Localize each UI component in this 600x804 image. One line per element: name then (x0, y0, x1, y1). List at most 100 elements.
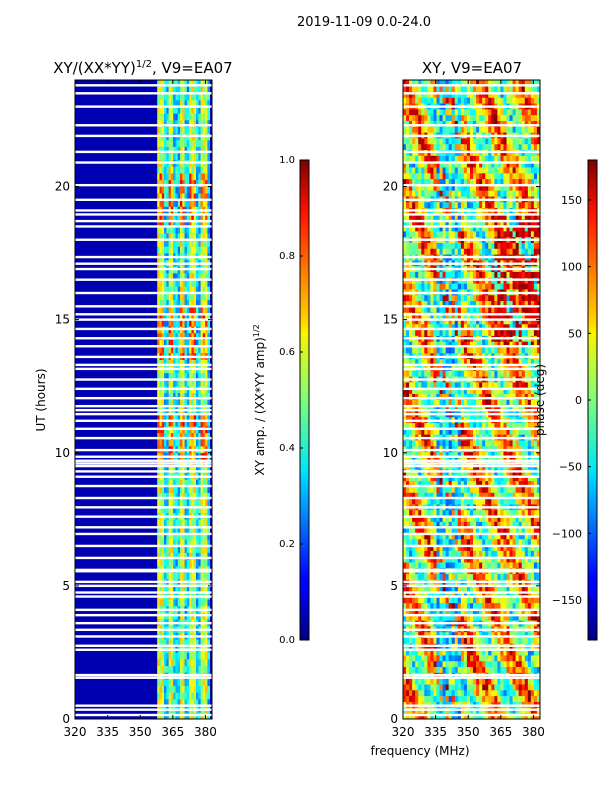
phase-cell (507, 574, 510, 580)
phase-cell (525, 678, 528, 684)
phase-cell (479, 603, 482, 609)
phase-cell (406, 400, 409, 406)
phase-cell (473, 510, 476, 516)
phase-cell (503, 562, 506, 568)
phase-cell (500, 510, 503, 516)
phase-cell (424, 696, 427, 702)
phase-cell (534, 661, 537, 667)
amplitude-cell (205, 167, 208, 174)
amplitude-cell (171, 599, 174, 606)
phase-cell (440, 655, 443, 661)
phase-cell (534, 597, 537, 603)
amplitude-cell (182, 519, 185, 526)
amplitude-cell (173, 652, 176, 659)
phase-cell (513, 562, 516, 568)
phase-cell (531, 678, 534, 684)
phase-cell (455, 562, 458, 568)
amplitude-cell (173, 140, 176, 147)
amplitude-cell (205, 246, 208, 253)
phase-cell (516, 551, 519, 557)
phase-cell (406, 562, 409, 568)
phase-cell (418, 678, 421, 684)
amplitude-cell (173, 686, 176, 693)
phase-cell (507, 667, 510, 673)
amplitude-cell (159, 173, 162, 180)
phase-cell (446, 574, 449, 580)
phase-cell (406, 370, 409, 376)
phase-cell (510, 684, 513, 690)
phase-cell (473, 655, 476, 661)
amplitude-ytick-label: 5 (62, 579, 70, 593)
amplitude-gap-line (75, 405, 212, 407)
amplitude-cell (196, 173, 199, 180)
phase-cell (446, 603, 449, 609)
amplitude-cell (175, 140, 178, 147)
phase-cell (427, 562, 430, 568)
phase-cell (473, 684, 476, 690)
amplitude-ylabel: UT (hours) (34, 368, 48, 431)
phase-cell (403, 655, 406, 661)
amplitude-cell (198, 559, 201, 566)
amplitude-cell (207, 499, 210, 506)
amplitude-cell (180, 659, 183, 666)
phase-cell (500, 382, 503, 388)
phase-cell (446, 597, 449, 603)
phase-cell (525, 562, 528, 568)
amplitude-cell (198, 666, 201, 673)
amplitude-cell (207, 652, 210, 659)
amplitude-cell (164, 127, 167, 134)
phase-cell (436, 684, 439, 690)
phase-cell (461, 603, 464, 609)
phase-cell (449, 655, 452, 661)
amplitude-cell (185, 666, 188, 673)
phase-cell (455, 539, 458, 545)
phase-cell (497, 574, 500, 580)
amplitude-cell (182, 246, 185, 253)
amplitude-colorbar-gradient (300, 160, 309, 640)
amplitude-cell (203, 187, 206, 194)
phase-cell (500, 638, 503, 644)
phase-cell (516, 603, 519, 609)
phase-cell (430, 539, 433, 545)
phase-cell (427, 661, 430, 667)
amplitude-cell (175, 153, 178, 160)
phase-cell (494, 661, 497, 667)
phase-cell (534, 539, 537, 545)
amplitude-cell (194, 692, 197, 699)
phase-cell (497, 667, 500, 673)
phase-cell (510, 597, 513, 603)
amplitude-cell (198, 113, 201, 120)
phase-cell (455, 597, 458, 603)
phase-cell (482, 696, 485, 702)
phase-cell (500, 551, 503, 557)
phase-cell (433, 603, 436, 609)
phase-cell (525, 638, 528, 644)
amplitude-cell (162, 173, 165, 180)
phase-cell (421, 655, 424, 661)
phase-cell (464, 690, 467, 696)
amplitude-cell (196, 666, 199, 673)
amplitude-cell (201, 153, 204, 160)
phase-cell (443, 551, 446, 557)
phase-cell (461, 562, 464, 568)
phase-cell (424, 551, 427, 557)
amplitude-cell (201, 666, 204, 673)
phase-cell (446, 684, 449, 690)
phase-cell (452, 696, 455, 702)
phase-cell (464, 440, 467, 446)
amplitude-cell (164, 559, 167, 566)
phase-cell (479, 510, 482, 516)
amplitude-cell (196, 679, 199, 686)
amplitude-cell (164, 439, 167, 446)
phase-cell (461, 690, 464, 696)
amplitude-cell (187, 173, 190, 180)
phase-cell (467, 661, 470, 667)
amplitude-cell (171, 559, 174, 566)
amplitude-cell (191, 686, 194, 693)
amplitude-gap-line (75, 677, 212, 679)
phase-cell (513, 574, 516, 580)
phase-cell (403, 400, 406, 406)
phase-cell (418, 696, 421, 702)
phase-cell (522, 696, 525, 702)
